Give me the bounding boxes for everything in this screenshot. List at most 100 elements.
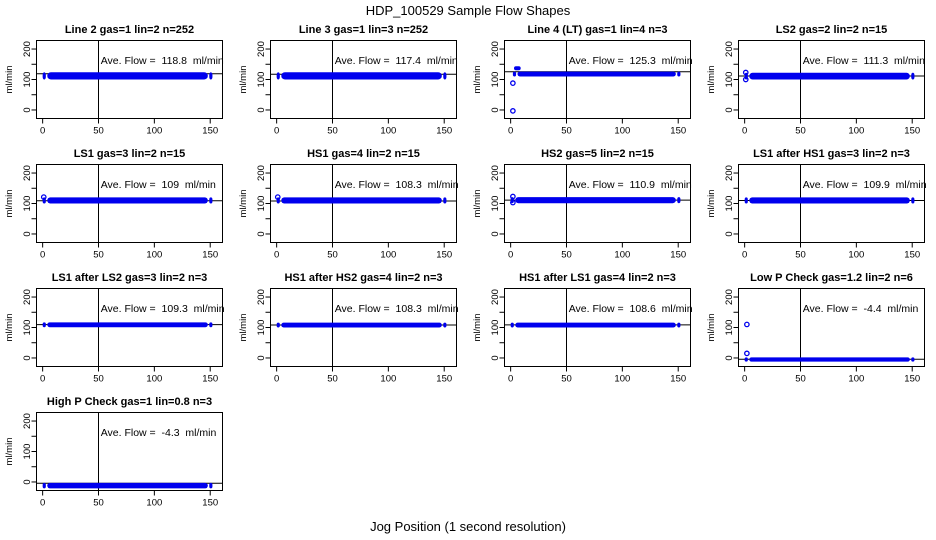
flow-band-right-cap xyxy=(677,197,681,204)
flow-panel: HS1 gas=4 lin=2 n=15 0 100 200 ml/min 0 50 100 1… xyxy=(234,144,468,268)
x-tick-label: 100 xyxy=(146,250,162,261)
plot-box xyxy=(36,288,223,367)
flow-band-left-cap xyxy=(510,322,514,328)
y-tick-label: 200 xyxy=(256,165,267,181)
x-tick-label: 150 xyxy=(904,126,920,137)
y-tick-label: 0 xyxy=(724,231,735,236)
panel-svg: Line 4 (LT) gas=1 lin=4 n=3 0 100 200 ml/min… xyxy=(472,24,693,137)
y-tick-label: 200 xyxy=(490,165,501,181)
flow-band xyxy=(281,197,442,204)
flow-panel: HS1 after LS1 gas=4 lin=2 n=3 0 100 200 ml/m… xyxy=(468,268,702,392)
average-flow-annotation: Ave. Flow = 110.9 ml/min xyxy=(569,179,692,191)
y-tick-label: 100 xyxy=(22,196,33,212)
x-tick-label: 150 xyxy=(670,374,686,385)
flow-panel: HS2 gas=5 lin=2 n=15 0 100 200 ml/min 0 50 100 1… xyxy=(468,144,702,268)
panel-title: LS1 gas=3 lin=2 n=15 xyxy=(74,148,186,160)
x-tick-label: 0 xyxy=(274,250,279,261)
x-tick-label: 0 xyxy=(742,374,747,385)
outlier-point xyxy=(742,76,749,83)
plot-box xyxy=(738,288,925,367)
flow-panel: HS1 after HS2 gas=4 lin=2 n=3 0 100 200 ml/m… xyxy=(234,268,468,392)
y-tick-label: 0 xyxy=(724,355,735,360)
x-tick-label: 0 xyxy=(274,126,279,137)
x-tick-label: 100 xyxy=(614,374,630,385)
panel-svg: LS2 gas=2 lin=2 n=15 0 100 200 ml/min 0 50 100 1… xyxy=(706,24,925,137)
flow-band-left-cap xyxy=(42,322,46,328)
flow-band-segment xyxy=(513,66,521,71)
outlier-point xyxy=(744,350,750,357)
x-tick-label: 100 xyxy=(146,126,162,137)
average-flow-annotation: Ave. Flow = 125.3 ml/min xyxy=(569,55,693,67)
outlier-point xyxy=(510,199,516,206)
average-flow-annotation: Ave. Flow = 108.6 ml/min xyxy=(569,303,693,315)
y-axis-label: ml/min xyxy=(238,190,249,218)
flow-band-right-cap xyxy=(209,482,213,489)
y-tick-label: 0 xyxy=(256,355,267,360)
y-tick-label: 200 xyxy=(256,41,267,57)
plot-box xyxy=(270,288,457,367)
flow-band xyxy=(47,197,208,204)
x-tick-label: 50 xyxy=(795,250,806,261)
y-axis-label: ml/min xyxy=(706,66,717,94)
y-tick-label: 100 xyxy=(22,72,33,88)
page-title: HDP_100529 Sample Flow Shapes xyxy=(365,3,571,18)
x-tick-label: 0 xyxy=(40,498,45,509)
y-axis-label: ml/min xyxy=(472,190,483,218)
x-tick-label: 150 xyxy=(670,126,686,137)
x-tick-label: 50 xyxy=(327,126,338,137)
flow-band-left-cap xyxy=(276,322,280,328)
panel-title: Low P Check gas=1.2 lin=2 n=6 xyxy=(750,272,913,284)
panel-svg: LS1 gas=3 lin=2 n=15 0 100 200 ml/min 0 50 100 1… xyxy=(4,148,223,261)
x-tick-label: 100 xyxy=(380,374,396,385)
y-axis-label: ml/min xyxy=(238,66,249,94)
y-tick-label: 200 xyxy=(724,289,735,305)
x-tick-label: 50 xyxy=(795,374,806,385)
flow-band xyxy=(515,322,676,328)
x-tick-label: 150 xyxy=(904,374,920,385)
flow-panel: LS1 gas=3 lin=2 n=15 0 100 200 ml/min 0 50 100 1… xyxy=(0,144,234,268)
x-tick-label: 50 xyxy=(795,126,806,137)
outlier-point xyxy=(742,69,749,76)
panel-svg: Line 2 gas=1 lin=2 n=252 0 100 200 ml/min 0 50… xyxy=(4,24,224,137)
flow-band-left-cap xyxy=(744,357,748,362)
y-axis-label: ml/min xyxy=(706,314,717,342)
flow-band xyxy=(281,322,442,328)
outlier-point xyxy=(510,193,516,200)
x-tick-label: 0 xyxy=(40,250,45,261)
plot-box xyxy=(270,164,457,243)
outlier-point xyxy=(744,321,750,328)
flow-band-left-cap xyxy=(512,71,517,77)
y-tick-label: 0 xyxy=(256,231,267,236)
panel-svg: HS1 after LS1 gas=4 lin=2 n=3 0 100 200 ml/m… xyxy=(472,272,693,385)
x-tick-label: 0 xyxy=(40,126,45,137)
y-tick-label: 0 xyxy=(22,355,33,360)
y-axis-label: ml/min xyxy=(238,314,249,342)
panel-title: LS1 after HS1 gas=3 lin=2 n=3 xyxy=(753,148,910,160)
flow-band xyxy=(749,357,910,362)
x-tick-label: 0 xyxy=(274,374,279,385)
panel-title: Line 2 gas=1 lin=2 n=252 xyxy=(65,24,194,36)
flow-band xyxy=(749,197,910,204)
flow-panel: Low P Check gas=1.2 lin=2 n=6 0 100 200 ml/m… xyxy=(702,268,936,392)
plot-box xyxy=(504,164,691,243)
x-tick-label: 100 xyxy=(848,250,864,261)
average-flow-annotation: Ave. Flow = 118.8 ml/min xyxy=(101,55,224,67)
y-tick-label: 0 xyxy=(724,107,735,112)
y-tick-label: 100 xyxy=(256,196,267,212)
average-flow-annotation: Ave. Flow = 109.9 ml/min xyxy=(803,179,927,191)
x-tick-label: 100 xyxy=(848,374,864,385)
y-tick-label: 200 xyxy=(724,165,735,181)
y-tick-label: 100 xyxy=(256,320,267,336)
outlier-point xyxy=(510,80,516,87)
plot-box xyxy=(738,40,925,119)
plot-box xyxy=(36,40,223,119)
plot-box xyxy=(36,164,223,243)
average-flow-annotation: Ave. Flow = 109.3 ml/min xyxy=(101,303,225,315)
y-tick-label: 100 xyxy=(724,196,735,212)
panel-svg: HS1 after HS2 gas=4 lin=2 n=3 0 100 200 ml/m… xyxy=(238,272,459,385)
flow-band xyxy=(47,72,208,80)
average-flow-annotation: Ave. Flow = -4.3 ml/min xyxy=(101,427,217,439)
flow-band-right-cap xyxy=(443,72,447,80)
x-tick-label: 0 xyxy=(742,250,747,261)
flow-panel: High P Check gas=1 lin=0.8 n=3 0 100 200 ml/… xyxy=(0,392,234,516)
